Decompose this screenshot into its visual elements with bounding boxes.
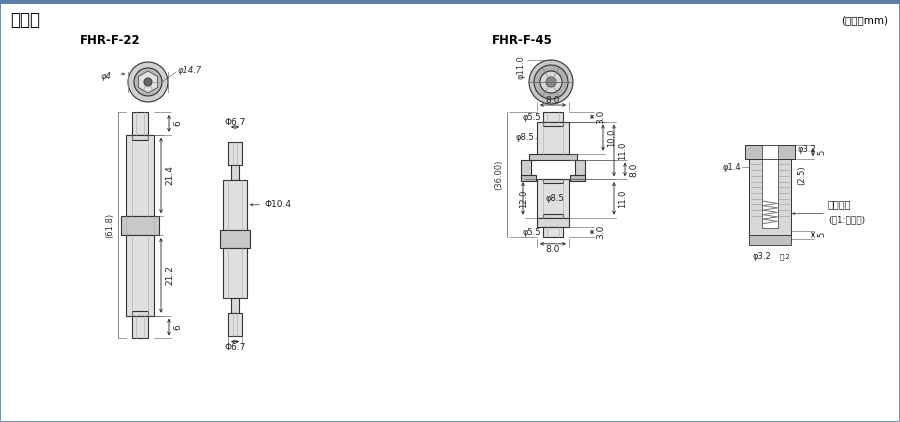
Bar (749, 235, 791, 245)
Text: 12.0: 12.0 (519, 189, 528, 208)
Text: (36.00): (36.00) (494, 159, 503, 189)
Text: Φ6.7: Φ6.7 (224, 117, 246, 127)
Text: 5: 5 (817, 149, 826, 154)
Text: Φ6.7: Φ6.7 (224, 343, 246, 352)
Text: φ8.5: φ8.5 (545, 194, 564, 203)
Text: 21.4: 21.4 (165, 165, 174, 185)
Polygon shape (139, 71, 158, 93)
Bar (121, 216, 159, 235)
Text: 6: 6 (173, 324, 182, 330)
Bar (762, 145, 778, 159)
Text: 5: 5 (817, 232, 826, 238)
Text: 3.0: 3.0 (596, 110, 605, 124)
Circle shape (144, 78, 152, 86)
Text: φ5.5: φ5.5 (522, 227, 541, 236)
Bar (521, 175, 536, 181)
Text: (註1:不附加): (註1:不附加) (828, 216, 865, 225)
Text: φ4: φ4 (101, 71, 112, 81)
Text: Φ10.4: Φ10.4 (264, 200, 291, 209)
Text: φ3.2: φ3.2 (752, 252, 771, 261)
Text: 6: 6 (173, 121, 182, 126)
Text: 8.0: 8.0 (545, 245, 560, 254)
Text: φ3.2: φ3.2 (797, 146, 815, 154)
Text: 8.0: 8.0 (545, 95, 560, 105)
Bar (132, 135, 148, 140)
Text: 尺寸圖: 尺寸圖 (10, 11, 40, 29)
Bar (132, 311, 148, 316)
Circle shape (534, 65, 568, 99)
Bar (132, 112, 148, 135)
Bar (0, 0, 900, 4)
Bar (521, 160, 531, 179)
Text: φ5.5: φ5.5 (522, 113, 541, 122)
Bar (223, 180, 247, 230)
Text: φ8.5: φ8.5 (515, 133, 534, 142)
Bar (745, 145, 795, 159)
Bar (220, 230, 250, 248)
Bar (231, 165, 239, 180)
Bar (762, 147, 778, 228)
Text: 注.2: 注.2 (780, 254, 791, 260)
Bar (231, 298, 239, 313)
Text: (單位：mm): (單位：mm) (841, 15, 888, 25)
Circle shape (540, 71, 562, 93)
Bar (126, 235, 154, 316)
Bar (543, 214, 563, 218)
Bar (228, 142, 242, 165)
Bar (126, 135, 154, 216)
Circle shape (134, 68, 162, 96)
Bar (128, 69, 168, 95)
Bar (749, 145, 791, 235)
Bar (537, 122, 569, 154)
Bar (529, 154, 577, 160)
Bar (575, 160, 585, 179)
Text: 10.0: 10.0 (607, 128, 616, 147)
Text: (2.5): (2.5) (797, 165, 806, 185)
Circle shape (546, 77, 556, 87)
Text: φ11.0: φ11.0 (516, 55, 525, 79)
Text: 11.0: 11.0 (618, 141, 627, 160)
Text: FHR-F-45: FHR-F-45 (492, 33, 553, 46)
Text: 8.0: 8.0 (629, 162, 638, 176)
Text: (61.8): (61.8) (105, 213, 114, 238)
Text: φ14.7: φ14.7 (178, 65, 202, 75)
Bar (543, 227, 563, 237)
Text: FHR-F-22: FHR-F-22 (80, 33, 140, 46)
Bar (537, 179, 569, 218)
Text: 保險絲管: 保險絲管 (828, 200, 851, 210)
Circle shape (529, 60, 573, 104)
Bar (543, 112, 563, 122)
Bar (543, 179, 563, 183)
Text: 11.0: 11.0 (618, 189, 627, 208)
Bar (537, 218, 569, 227)
Bar (228, 313, 242, 335)
Bar (223, 248, 247, 298)
Circle shape (128, 62, 168, 102)
Bar (570, 175, 585, 181)
Text: 3.0: 3.0 (596, 225, 605, 239)
Text: 21.2: 21.2 (165, 265, 174, 285)
Bar (543, 122, 563, 126)
Text: φ1.4: φ1.4 (723, 162, 741, 171)
Bar (132, 316, 148, 338)
